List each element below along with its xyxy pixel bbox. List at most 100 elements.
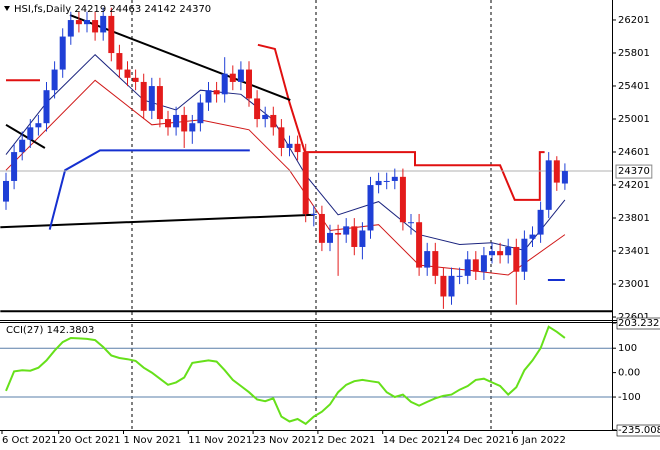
x-tick-label: 2 Dec 2021 xyxy=(318,435,376,446)
chart-title: HSI,fs,Daily 24219 24463 24142 24370 xyxy=(14,4,211,15)
y-limit-box xyxy=(616,317,660,330)
candle-body xyxy=(51,69,58,91)
candle-body xyxy=(318,213,325,243)
candle-body xyxy=(27,127,34,140)
candle-body xyxy=(181,114,188,132)
candle-body xyxy=(399,176,406,223)
cci-line xyxy=(5,325,566,426)
candle-body xyxy=(375,180,382,186)
candle-body xyxy=(173,114,180,128)
candle-body xyxy=(408,222,414,224)
candle-body xyxy=(448,275,455,297)
candle-body xyxy=(189,123,196,132)
candle-body xyxy=(456,275,463,277)
candle-body xyxy=(75,20,82,25)
last-price-box xyxy=(615,164,653,179)
x-tick-label: 6 Oct 2021 xyxy=(2,435,57,446)
candle-body xyxy=(383,180,390,182)
x-tick-label: 1 Nov 2021 xyxy=(124,435,182,446)
y-tick-label: 24601 xyxy=(618,147,650,158)
y-tick-label: 23001 xyxy=(618,279,650,290)
candle-body xyxy=(3,180,9,202)
candle-body xyxy=(561,171,568,184)
candle-body xyxy=(497,251,504,256)
candle-body xyxy=(440,275,447,297)
candle-body xyxy=(19,139,26,153)
candle-body xyxy=(521,238,528,272)
candle-body xyxy=(505,246,512,256)
cci-plot xyxy=(0,325,612,426)
y-tick-label: 23801 xyxy=(618,213,650,224)
y-tick-label: 24201 xyxy=(618,180,650,191)
candle-body xyxy=(11,152,18,181)
candle-body xyxy=(432,251,439,276)
candle-body xyxy=(132,77,139,82)
candle-body xyxy=(464,259,471,276)
candle-body xyxy=(43,90,50,124)
candle-body xyxy=(286,143,293,148)
candle-body xyxy=(367,185,374,231)
overlay-line xyxy=(48,149,250,230)
candle-body xyxy=(84,20,90,25)
candle-body xyxy=(229,73,236,82)
y-tick-label: 25801 xyxy=(618,48,650,59)
candle-body xyxy=(489,251,495,256)
candle-body xyxy=(165,119,171,128)
candle-body xyxy=(92,20,99,33)
y-tick-label: 25001 xyxy=(618,114,650,125)
last-price-label: 24370 xyxy=(618,166,650,177)
candle-body xyxy=(148,86,155,111)
y-tick-label: 25401 xyxy=(618,81,650,92)
title-icon xyxy=(4,6,10,11)
candle-body xyxy=(254,98,261,120)
candle-body xyxy=(327,232,333,243)
candle-body xyxy=(472,259,479,272)
candle-body xyxy=(140,81,147,111)
candle-body xyxy=(351,226,358,247)
candle-body xyxy=(335,232,342,235)
candle-body xyxy=(205,90,212,103)
candle-body xyxy=(246,69,252,99)
candle-body xyxy=(156,86,163,120)
x-tick-label: 23 Nov 2021 xyxy=(253,435,317,446)
candle-body xyxy=(237,69,244,82)
x-tick-label: 20 Oct 2021 xyxy=(59,435,121,446)
candle-body xyxy=(270,114,277,128)
x-tick-label: 6 Jan 2022 xyxy=(512,435,566,446)
y-tick-label: -100 xyxy=(618,392,641,403)
overlay-line xyxy=(6,43,545,201)
candle-body xyxy=(59,36,66,70)
overlay-line xyxy=(5,123,46,149)
y-tick-label: 26201 xyxy=(618,15,650,26)
candle-body xyxy=(310,213,317,215)
y-tick-label: 100 xyxy=(618,343,637,354)
y-tick-label: 23401 xyxy=(618,246,650,257)
candle-body xyxy=(513,246,520,272)
candle-body xyxy=(553,160,560,183)
x-tick-label: 11 Nov 2021 xyxy=(188,435,252,446)
y-tick-label: 22601 xyxy=(618,312,650,323)
candle-body xyxy=(529,234,536,239)
candle-body xyxy=(545,160,552,210)
y-tick-label: 0.00 xyxy=(618,368,640,379)
candle-body xyxy=(359,230,366,247)
candle-body xyxy=(116,53,123,70)
candle-body xyxy=(262,114,269,120)
y-tick-label: -235.008 xyxy=(618,425,660,436)
candle-body xyxy=(67,20,74,37)
candle-body xyxy=(416,222,423,268)
candle-body xyxy=(302,152,309,214)
axes xyxy=(0,0,660,431)
cci-title: CCI(27) 142.3803 xyxy=(6,325,94,336)
overlay-line xyxy=(69,14,291,102)
y-tick-label: 203.232 xyxy=(618,318,659,329)
candle-body xyxy=(480,255,487,272)
candle-body xyxy=(294,143,301,153)
y-limit-box xyxy=(616,424,660,437)
x-tick-label: 24 Dec 2021 xyxy=(448,435,512,446)
candle-body xyxy=(213,90,220,95)
labels: 26201 25801 25401 25001 24601 24201 23801 23401… xyxy=(1,15,660,446)
candle-body xyxy=(100,15,107,33)
